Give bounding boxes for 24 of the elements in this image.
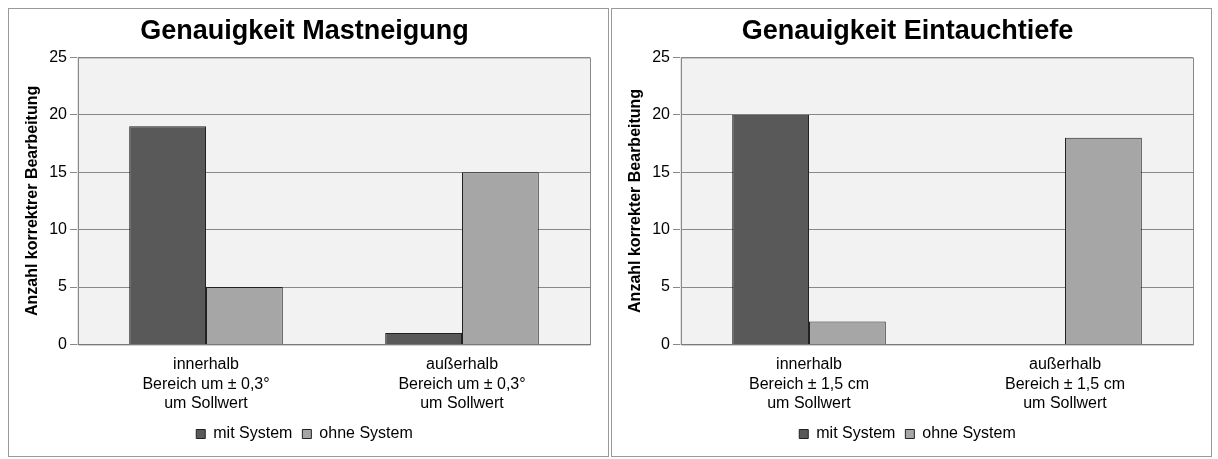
y-tick-label: 15 [652, 162, 671, 180]
y-tick-label: 15 [49, 162, 68, 180]
y-tick-label: 20 [49, 105, 68, 123]
x-tick-label: innerhalb Bereich ± 1,5 cm um Sollwert [749, 355, 869, 411]
x-tick-label: außerhalb Bereich ± 1,5 cm um Sollwert [1005, 355, 1125, 411]
y-tick-label: 25 [652, 47, 671, 65]
y-tick-label: 0 [661, 334, 671, 352]
legend-label: ohne System [319, 424, 413, 442]
y-tick-label: 5 [661, 277, 671, 295]
y-tick-label: 10 [49, 220, 68, 238]
y-tick-label: 20 [652, 105, 671, 123]
y-tick-label: 25 [49, 47, 68, 65]
y-axis-title: Anzahl korrekter Bearbeitung [626, 88, 644, 313]
chart-title: Genauigkeit Eintauchtiefe [741, 14, 1074, 45]
x-tick-label: außerhalb Bereich um ± 0,3° um Sollwert [398, 355, 526, 411]
legend-label: mit System [213, 424, 293, 442]
y-axis-title: Anzahl korrektrer Bearbeitung [23, 85, 41, 317]
x-tick-label: innerhalb Bereich um ± 0,3° um Sollwert [142, 355, 270, 411]
legend-label: ohne System [922, 424, 1016, 442]
y-tick-label: 5 [58, 277, 68, 295]
legend-label: mit System [816, 424, 896, 442]
y-tick-label: 0 [58, 334, 68, 352]
chart-title: Genauigkeit Mastneigung [140, 14, 469, 45]
y-tick-label: 10 [652, 220, 671, 238]
